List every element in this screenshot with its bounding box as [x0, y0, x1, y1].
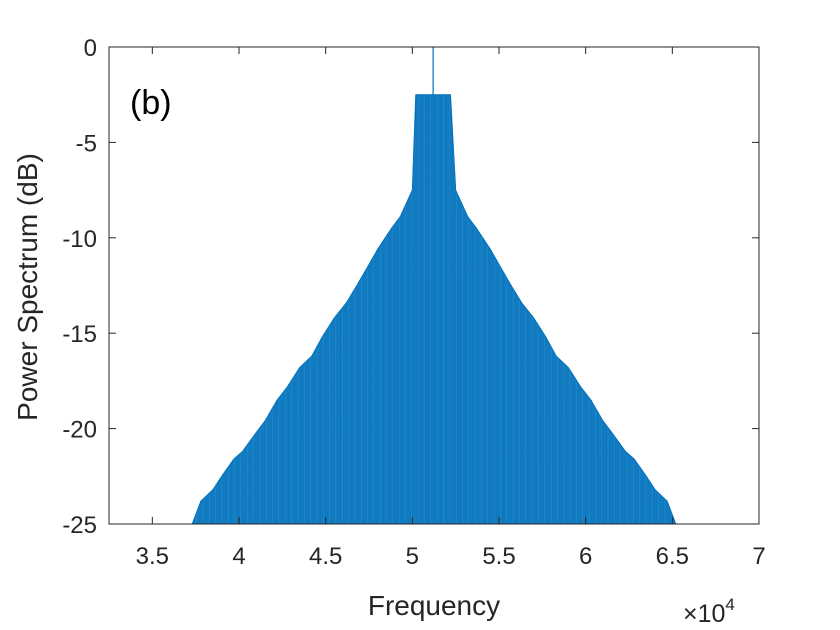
y-tick-label: -10 — [62, 226, 97, 253]
y-axis-title: Power Spectrum (dB) — [12, 153, 43, 421]
y-tick-label: -20 — [62, 417, 97, 444]
x-axis-title: Frequency — [368, 590, 500, 621]
x-tick-label: 7 — [752, 543, 765, 570]
x-tick-label: 6.5 — [656, 543, 689, 570]
plot-frame — [108, 46, 760, 525]
series-layer — [191, 47, 677, 525]
panel-label: (b) — [130, 84, 172, 122]
spectrum-lines — [192, 94, 676, 524]
x-tick-label: 3.5 — [136, 543, 169, 570]
x-tick-label: 4 — [232, 543, 245, 570]
y-tick-label: 0 — [84, 35, 97, 62]
y-tick-label: -15 — [62, 321, 97, 348]
x-exponent-label: ×104 — [683, 595, 735, 628]
y-tick-label: -5 — [76, 130, 97, 157]
x-tick-label: 5.5 — [482, 543, 515, 570]
x-exponent-power: 4 — [725, 595, 734, 614]
x-tick-label: 5 — [406, 543, 419, 570]
x-tick-label: 4.5 — [309, 543, 342, 570]
y-tick-label: -25 — [62, 512, 97, 539]
ticks-layer: 3.5 4 4.5 5 5.5 6 6.5 7 0 -5 -10 -15 -20 -25 — [62, 35, 765, 570]
x-tick-label: 6 — [579, 543, 592, 570]
x-exponent-base: ×10 — [683, 600, 725, 628]
